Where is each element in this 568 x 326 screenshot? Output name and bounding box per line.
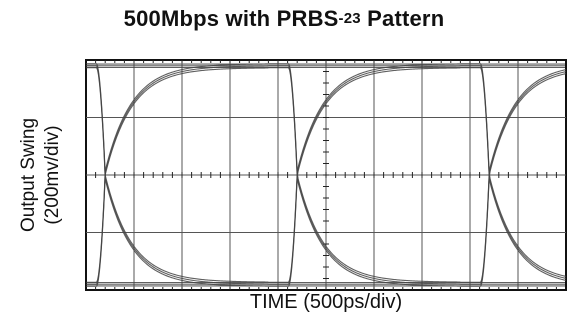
title-main: 500Mbps with PRBS	[123, 6, 339, 31]
title-suffix: Pattern	[367, 6, 445, 31]
chart-title: 500Mbps with PRBS-23 Pattern	[0, 6, 568, 32]
x-axis-label: TIME (500ps/div)	[249, 291, 403, 313]
title-superscript: -23	[338, 10, 361, 27]
